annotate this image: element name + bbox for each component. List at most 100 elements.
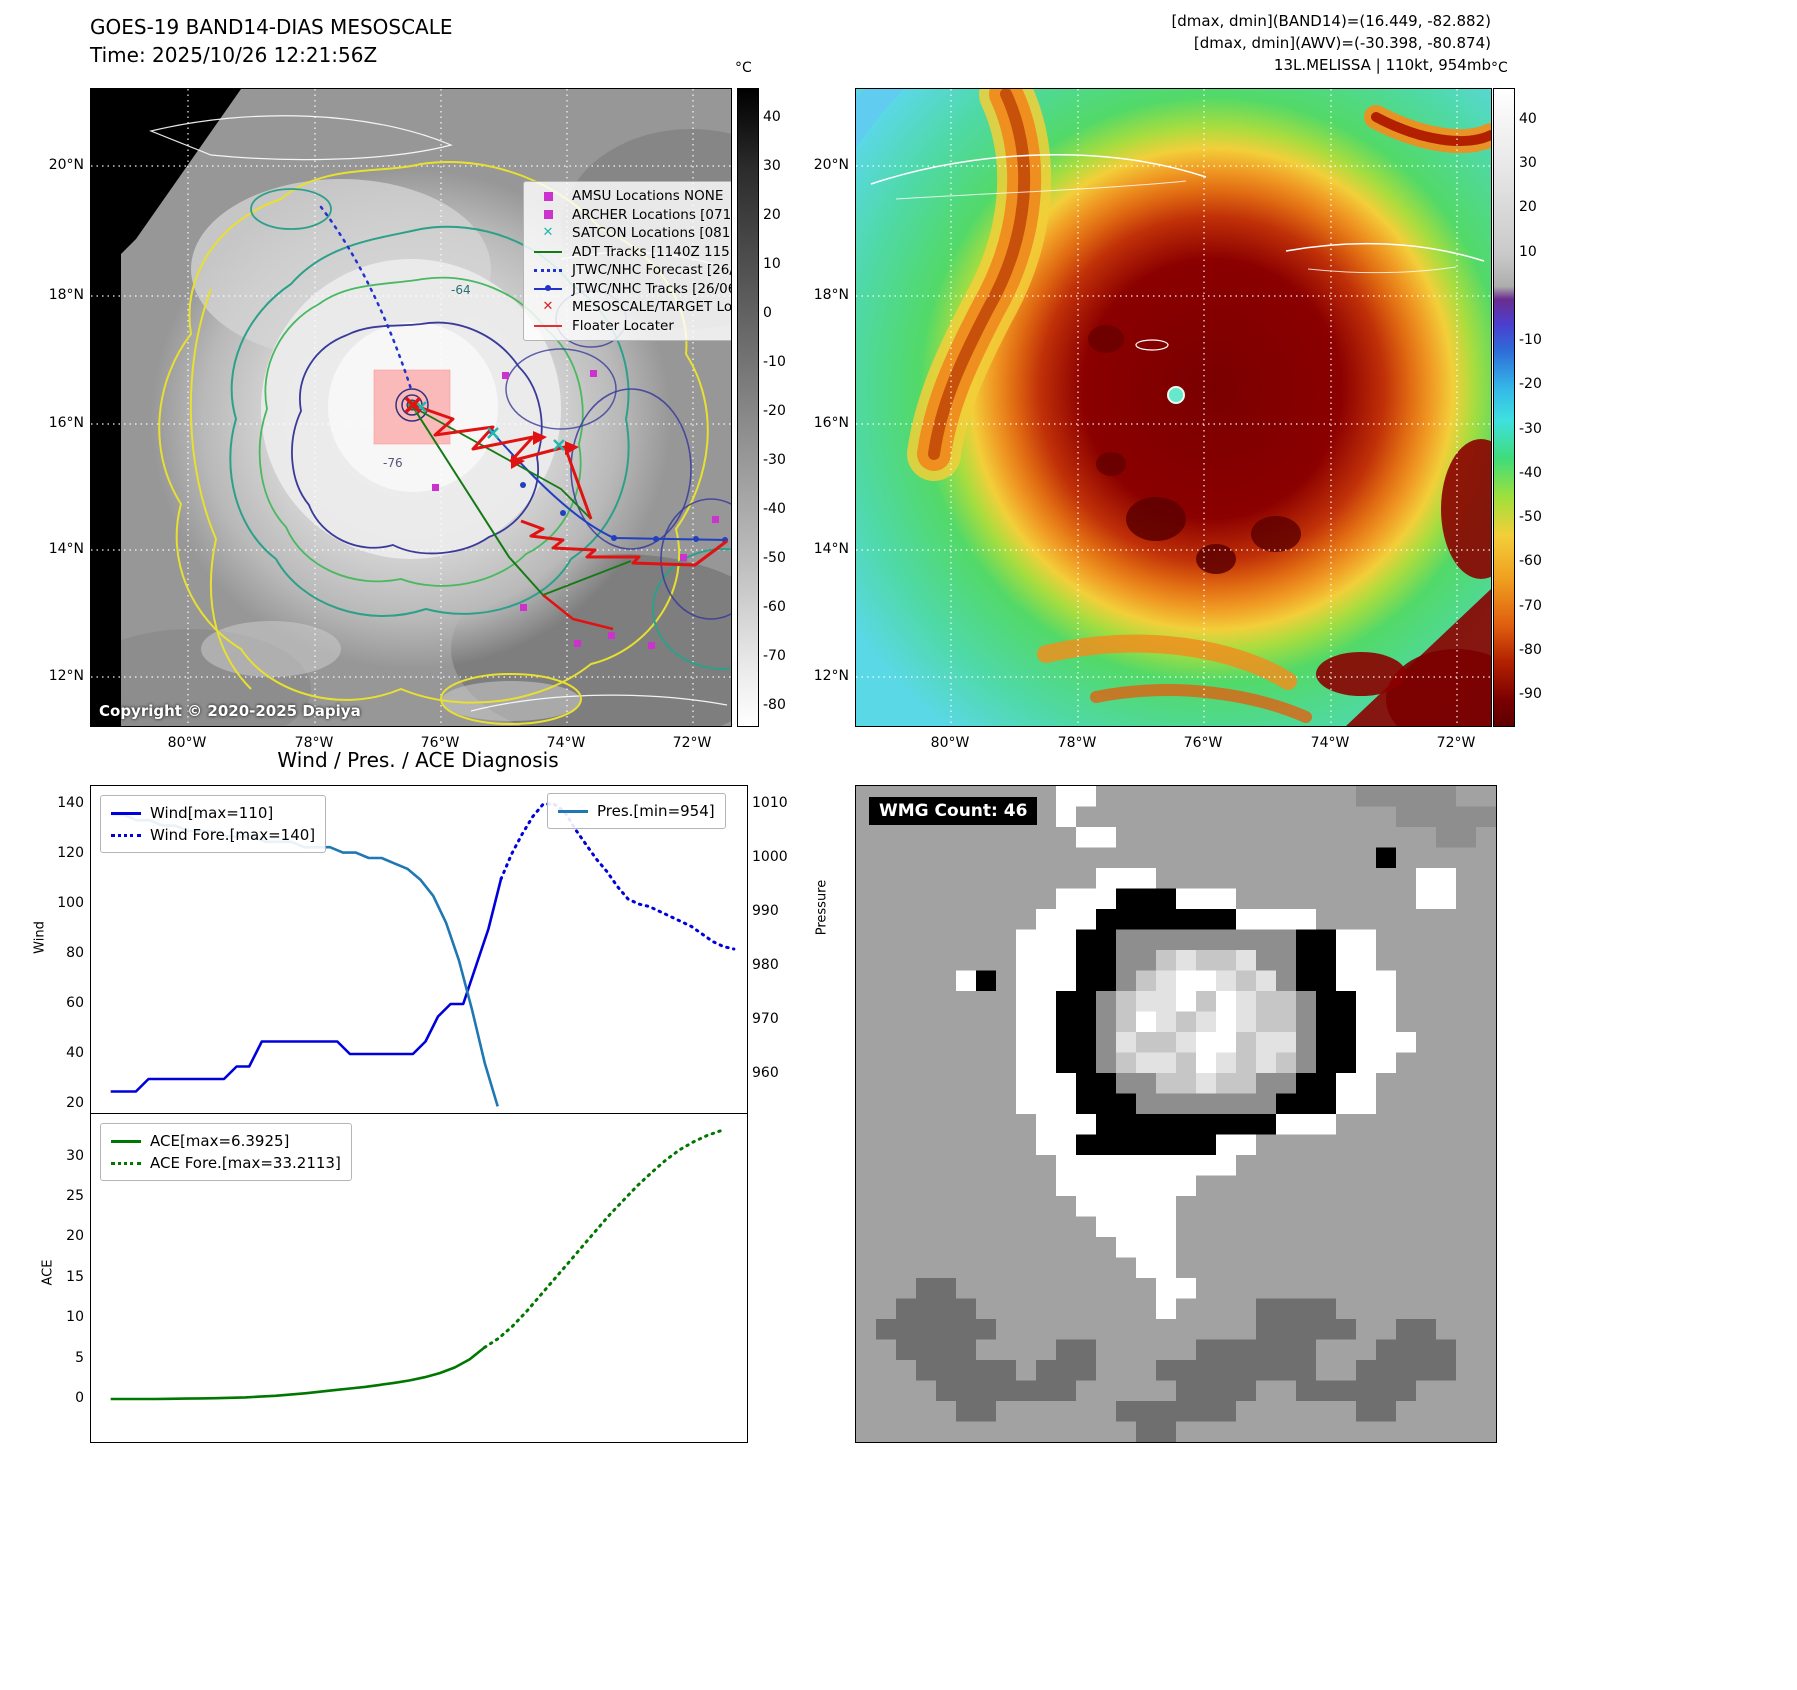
awv-colorbar-tick: -50 xyxy=(1519,509,1542,526)
awv-colorbar-tick: -90 xyxy=(1519,686,1542,703)
band14-colorbar-tick: -10 xyxy=(763,354,786,371)
lon-tick-left-map: 76°W xyxy=(420,735,460,751)
lon-tick-right-map: 74°W xyxy=(1310,735,1350,751)
eye-marker xyxy=(1167,386,1185,404)
coldest-tops xyxy=(1088,325,1301,574)
wind-y-tick: 140 xyxy=(57,795,84,811)
ace-legend-item: ACE Fore.[max=33.2113] xyxy=(111,1152,341,1174)
wmg-row xyxy=(856,1278,1496,1299)
legend-item-archer: ARCHER Locations [0711Z] xyxy=(532,206,731,225)
pressure-axis-label: Pressure xyxy=(814,879,830,936)
lat-tick-right-map: 20°N xyxy=(813,157,849,173)
pressure-y-tick: 1010 xyxy=(752,795,788,811)
lat-tick-right-map: 18°N xyxy=(813,287,849,303)
wmg-row xyxy=(856,1073,1496,1094)
pressure-y-tick: 1000 xyxy=(752,849,788,865)
wmg-row xyxy=(856,1052,1496,1074)
wmg-row xyxy=(856,1339,1496,1361)
pressure-y-tick: 980 xyxy=(752,957,779,973)
left-panel-title: GOES-19 BAND14-DIAS MESOSCALE xyxy=(90,15,453,39)
legend-item-forecast: JTWC/NHC Forecast [26/0600Z] xyxy=(532,261,731,280)
band14-colorbar xyxy=(737,88,759,727)
contour-teal-blob xyxy=(652,548,731,670)
band14-legend: AMSU Locations NONE ARCHER Locations [07… xyxy=(523,181,731,341)
wind-legend: Wind[max=110] Wind Fore.[max=140] xyxy=(100,795,327,853)
wind-y-tick: 40 xyxy=(66,1045,84,1061)
awv-satellite-image xyxy=(856,89,1491,726)
contour-navy-blob xyxy=(505,348,617,430)
cloud-band xyxy=(201,621,341,677)
band14-colorbar-tick: 30 xyxy=(763,158,781,175)
lat-tick-left-map: 14°N xyxy=(48,541,84,557)
awv-colorbar-tick: 40 xyxy=(1519,110,1537,127)
adt-track xyxy=(412,406,632,597)
awv-colorbar-tick: -30 xyxy=(1519,420,1542,437)
lon-tick-left-map: 74°W xyxy=(546,735,586,751)
ace-legend-item: ACE[max=6.3925] xyxy=(111,1130,341,1152)
awv-colorbar-tick: -10 xyxy=(1519,332,1542,349)
wmg-row xyxy=(856,1032,1496,1053)
pressure-y-tick: 990 xyxy=(752,903,779,919)
awv-colorbar-tick: 30 xyxy=(1519,155,1537,172)
series-pres- xyxy=(110,813,499,1107)
wind-legend-item: Wind Fore.[max=140] xyxy=(111,824,315,846)
band14-colorbar-tick: -30 xyxy=(763,452,786,469)
wmg-row xyxy=(856,1237,1496,1258)
lat-tick-right-map: 12°N xyxy=(813,668,849,684)
wind-legend-item: Wind[max=110] xyxy=(111,802,315,824)
mesoscale-target-marker xyxy=(404,396,422,414)
wmg-row xyxy=(856,1175,1496,1197)
wmg-row xyxy=(856,1216,1496,1238)
lon-tick-right-map: 76°W xyxy=(1183,735,1223,751)
wmg-row xyxy=(856,1319,1496,1340)
pressure-y-tick: 960 xyxy=(752,1065,779,1081)
awv-colorbar-tick: -70 xyxy=(1519,597,1542,614)
wmg-row xyxy=(856,847,1496,869)
lon-tick-right-map: 80°W xyxy=(930,735,970,751)
cold-patch xyxy=(1441,439,1491,579)
ace-plot-area xyxy=(110,1129,723,1401)
band14-colorbar-tick: -60 xyxy=(763,599,786,616)
band14-colorbar-unit: °C xyxy=(735,60,752,76)
wmg-row xyxy=(856,1401,1496,1422)
copyright-text: Copyright © 2020-2025 Dapiya xyxy=(99,702,361,720)
ace-y-tick: 25 xyxy=(66,1188,84,1204)
cloud-band xyxy=(441,681,581,721)
left-panel-time: Time: 2025/10/26 12:21:56Z xyxy=(90,43,378,67)
wmg-row xyxy=(856,929,1496,951)
spiral-arm xyxy=(907,89,1491,723)
contour-label-64: -64 xyxy=(451,283,471,297)
wind-y-tick: 100 xyxy=(57,895,84,911)
wmg-row xyxy=(856,1257,1496,1279)
legend-item-floater: Floater Locater xyxy=(532,317,731,336)
wmg-row xyxy=(856,1011,1496,1033)
wmg-row xyxy=(856,1093,1496,1115)
legend-item-adt: ADT Tracks [1140Z 115.0 946.2] xyxy=(532,243,731,262)
ace-y-tick: 0 xyxy=(75,1390,84,1406)
band14-colorbar-tick: 20 xyxy=(763,207,781,224)
awv-colorbar-tick: -80 xyxy=(1519,641,1542,658)
contour-green xyxy=(258,276,584,587)
contour-label-76: -76 xyxy=(383,456,403,470)
series-wind xyxy=(110,878,503,1093)
wmg-row xyxy=(856,991,1496,1012)
wmg-row xyxy=(856,970,1496,992)
wmg-row xyxy=(856,827,1496,848)
contour-yellow-band xyxy=(189,288,252,690)
series-wind-fore- xyxy=(499,802,736,951)
wmg-row xyxy=(856,1155,1496,1176)
lon-tick-left-map: 72°W xyxy=(672,735,712,751)
wmg-row xyxy=(856,1421,1496,1442)
band14-colorbar-tick: -70 xyxy=(763,648,786,665)
storm-id-intensity: 13L.MELISSA | 110kt, 954mb xyxy=(1273,56,1491,74)
magenta-square-icon xyxy=(532,210,564,220)
legend-item-target: ✕MESOSCALE/TARGET Location xyxy=(532,298,731,317)
green-line-icon xyxy=(532,250,564,253)
floater-arrowheads xyxy=(511,431,579,469)
wmg-row xyxy=(856,1134,1496,1156)
band14-colorbar-tick: 40 xyxy=(763,109,781,126)
band14-colorbar-tick: 10 xyxy=(763,256,781,273)
graticule xyxy=(856,89,1491,726)
wmg-row xyxy=(856,1360,1496,1381)
right-header-block: [dmax, dmin](BAND14)=(16.449, -82.882) [… xyxy=(1171,10,1491,76)
